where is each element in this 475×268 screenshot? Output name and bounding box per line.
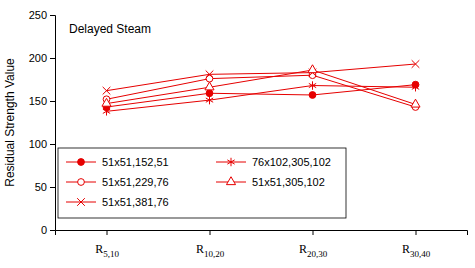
y-tick: 200	[29, 52, 55, 64]
x-tick-label: R10,20	[196, 242, 225, 259]
y-tick-mark	[50, 15, 55, 16]
legend-item: 76x102,305,102	[216, 156, 331, 168]
point	[309, 92, 316, 99]
x-tick: R30,40	[402, 230, 431, 259]
legend-marker	[77, 198, 85, 206]
x-axis-line	[56, 231, 468, 236]
y-tick-label: 150	[29, 95, 47, 107]
x-tick-label: R30,40	[402, 242, 431, 259]
y-axis-line	[50, 16, 56, 231]
legend-item: 51x51,229,76	[66, 176, 169, 188]
legend-item: 51x51,305,102	[216, 176, 325, 188]
point	[309, 81, 316, 89]
x-tick-mark	[210, 230, 211, 235]
y-axis-title: Residual Strength Value	[3, 58, 17, 187]
y-tick-label: 50	[35, 181, 47, 193]
series-line	[107, 75, 416, 107]
series-line	[107, 70, 416, 104]
x-tick: R5,10	[95, 230, 119, 259]
x-axis: R5,10 R10,20 R20,30 R30,40	[56, 230, 468, 259]
y-tick-mark	[50, 187, 55, 188]
legend-label: 51x51,152,51	[102, 156, 169, 168]
plot: 0 50 100 150 200 250 R5,10 R10,20 R20,30 R30,40 De…	[29, 9, 468, 259]
y-tick-mark	[50, 230, 55, 231]
point	[103, 87, 111, 95]
point	[103, 107, 110, 115]
legend-marker	[78, 179, 85, 186]
legend-marker	[226, 177, 235, 185]
legend-label: 51x51,381,76	[102, 196, 169, 208]
point	[206, 96, 213, 104]
legend-box	[58, 148, 346, 218]
point	[206, 71, 214, 79]
y-tick-label: 250	[29, 9, 47, 21]
y-tick: 250	[29, 9, 55, 21]
x-tick: R10,20	[196, 230, 225, 259]
y-tick: 50	[35, 181, 55, 193]
y-tick-mark	[50, 101, 55, 102]
legend-marker	[227, 158, 234, 166]
y-tick: 0	[41, 224, 55, 236]
legend-label: 51x51,305,102	[252, 176, 325, 188]
x-tick-label: R5,10	[95, 242, 119, 259]
y-axis: 0 50 100 150 200 250	[29, 9, 56, 236]
legend-label: 76x102,305,102	[252, 156, 331, 168]
point	[411, 99, 420, 107]
y-tick-label: 100	[29, 138, 47, 150]
point	[206, 90, 213, 97]
legend-item: 51x51,381,76	[66, 196, 169, 208]
point	[412, 60, 420, 68]
legend-item: 51x51,152,51	[66, 156, 169, 168]
legend: 51x51,152,51 51x51,229,76 51x51,381,76 76x1…	[58, 148, 346, 218]
point	[412, 83, 419, 91]
legend-marker	[78, 159, 85, 166]
y-tick-label: 0	[41, 224, 47, 236]
x-tick-label: R20,30	[299, 242, 328, 259]
series-group	[102, 60, 420, 115]
y-tick-mark	[50, 58, 55, 59]
annotation: Delayed Steam	[69, 22, 151, 36]
y-tick: 100	[29, 138, 55, 150]
x-tick-mark	[416, 230, 417, 235]
point	[308, 65, 317, 73]
x-tick: R20,30	[299, 230, 328, 259]
x-tick-mark	[313, 230, 314, 235]
y-tick-mark	[50, 144, 55, 145]
y-tick-label: 200	[29, 52, 47, 64]
chart: 0 50 100 150 200 250 R5,10 R10,20 R20,30 R30,40 De…	[0, 0, 475, 268]
point	[205, 82, 214, 90]
x-tick-mark	[107, 230, 108, 235]
legend-label: 51x51,229,76	[102, 176, 169, 188]
y-tick: 150	[29, 95, 55, 107]
point	[102, 98, 111, 106]
